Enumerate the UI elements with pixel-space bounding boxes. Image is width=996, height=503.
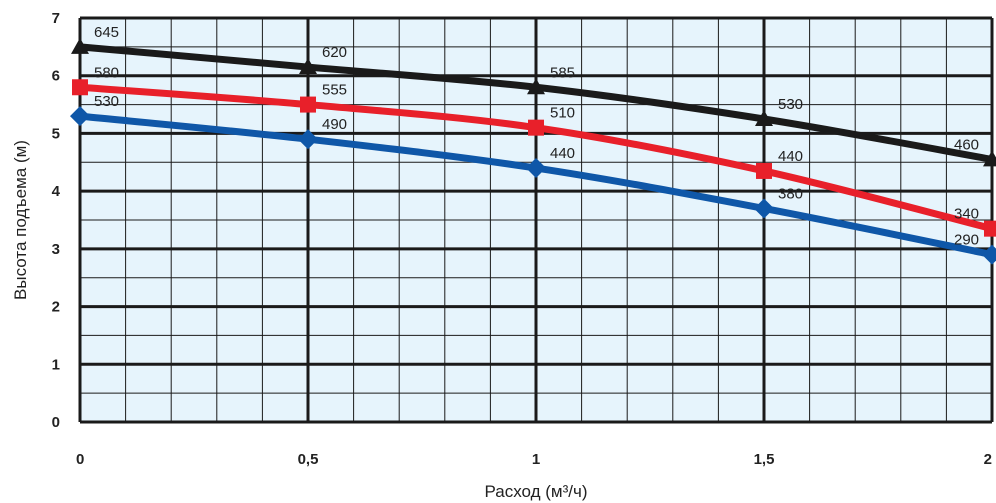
data-point-marker — [298, 129, 318, 150]
x-tick-label: 2 — [984, 451, 992, 468]
x-tick-label: 0 — [76, 451, 84, 468]
data-point-marker — [984, 220, 996, 237]
data-point-marker — [528, 119, 544, 136]
data-label: 580 — [94, 64, 119, 81]
data-point-marker — [72, 79, 88, 96]
data-point-marker — [756, 162, 772, 179]
data-point-marker — [299, 58, 317, 75]
data-label: 440 — [778, 148, 803, 165]
y-tick-label: 6 — [52, 68, 60, 85]
y-tick-label: 7 — [52, 10, 60, 27]
data-point-marker — [983, 150, 996, 167]
data-point-marker — [526, 158, 546, 179]
data-label: 290 — [954, 232, 979, 249]
data-point-marker — [755, 110, 773, 126]
x-tick-label: 0,5 — [298, 451, 319, 468]
series-triangle: 645 620 585 530 460 — [71, 24, 996, 167]
data-label: 440 — [550, 145, 575, 162]
series-diamond: 530 490 440 380 290 — [70, 93, 996, 265]
y-tick-label: 5 — [52, 125, 60, 142]
series-square: 580 555 510 440 340 — [72, 64, 996, 237]
y-axis-title: Высота подъема (м) — [11, 140, 30, 300]
data-label: 340 — [954, 206, 979, 223]
data-label: 585 — [550, 64, 575, 81]
x-tick-labels: 0 0,5 1 1,5 2 — [76, 451, 992, 468]
y-tick-label: 4 — [52, 183, 61, 200]
data-point-marker — [71, 37, 89, 54]
data-point-marker — [527, 78, 545, 95]
data-label: 380 — [778, 185, 803, 202]
data-point-marker — [754, 198, 774, 219]
data-label: 460 — [954, 136, 979, 153]
data-label: 490 — [322, 116, 347, 133]
series-layer: 645 620 585 530 460 580 555 510 440 340 530 490 440 3… — [70, 24, 996, 265]
x-tick-label: 1,5 — [754, 451, 775, 468]
y-tick-label: 1 — [52, 356, 60, 373]
data-label: 620 — [322, 44, 347, 61]
x-axis-title: Расход (м³/ч) — [484, 482, 587, 501]
data-label: 530 — [94, 93, 119, 110]
data-label: 645 — [94, 24, 119, 41]
data-label: 530 — [778, 96, 803, 113]
y-tick-labels: 0 1 2 3 4 5 6 7 — [52, 10, 61, 431]
x-tick-label: 1 — [532, 451, 540, 468]
data-point-marker — [70, 106, 90, 127]
data-label: 555 — [322, 82, 347, 99]
y-tick-label: 2 — [52, 299, 60, 316]
data-point-marker — [982, 244, 996, 265]
data-label: 510 — [550, 105, 575, 122]
y-tick-label: 0 — [52, 414, 60, 431]
data-point-marker — [300, 96, 316, 113]
y-tick-label: 3 — [52, 241, 60, 258]
